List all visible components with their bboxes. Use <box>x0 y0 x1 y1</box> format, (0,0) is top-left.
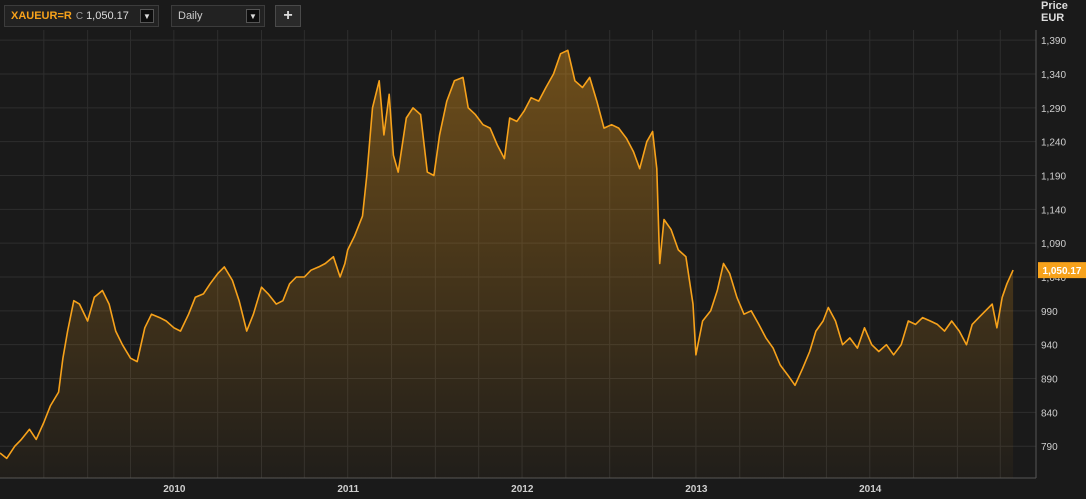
y-tick-label: 1,140 <box>1041 205 1066 216</box>
last-value-label: 1,050.17 <box>1043 266 1082 277</box>
y-tick-label: 990 <box>1041 307 1058 318</box>
chevron-down-icon[interactable]: ▼ <box>246 9 260 23</box>
y-axis-title: Price EUR <box>1041 0 1068 24</box>
y-tick-label: 1,040 <box>1041 273 1066 284</box>
x-tick-label: 2013 <box>685 484 708 495</box>
y-tick-label: 1,240 <box>1041 138 1066 149</box>
chevron-down-icon[interactable]: ▼ <box>140 9 154 23</box>
instrument-selector[interactable]: XAUEUR=R C 1,050.17 ▼ <box>4 5 159 27</box>
close-value: 1,050.17 <box>86 10 129 22</box>
y-tick-label: 1,090 <box>1041 239 1066 250</box>
period-label: Daily <box>178 10 203 22</box>
instrument-code: XAUEUR=R <box>11 10 72 22</box>
x-tick-label: 2010 <box>163 484 186 495</box>
y-axis-title-line2: EUR <box>1041 12 1065 24</box>
close-marker: C <box>75 10 84 22</box>
y-tick-label: 840 <box>1041 408 1058 419</box>
y-tick-label: 1,390 <box>1041 36 1066 47</box>
chart-toolbar: XAUEUR=R C 1,050.17 ▼ Daily ▼ + <box>4 5 301 29</box>
x-tick-label: 2014 <box>859 484 882 495</box>
period-selector[interactable]: Daily ▼ <box>171 5 265 27</box>
y-tick-label: 1,340 <box>1041 70 1066 81</box>
y-tick-label: 1,190 <box>1041 171 1066 182</box>
x-tick-label: 2012 <box>511 484 534 495</box>
x-tick-label: 2011 <box>337 484 359 495</box>
series-area <box>0 50 1014 479</box>
y-tick-label: 890 <box>1041 375 1058 386</box>
series-line <box>0 49 1014 460</box>
add-series-button[interactable]: + <box>275 5 301 27</box>
y-tick-label: 790 <box>1041 442 1058 453</box>
y-axis-title-line1: Price <box>1041 0 1068 12</box>
y-tick-label: 940 <box>1041 341 1058 352</box>
last-value-badge <box>1038 262 1086 279</box>
y-tick-label: 1,290 <box>1041 104 1066 115</box>
